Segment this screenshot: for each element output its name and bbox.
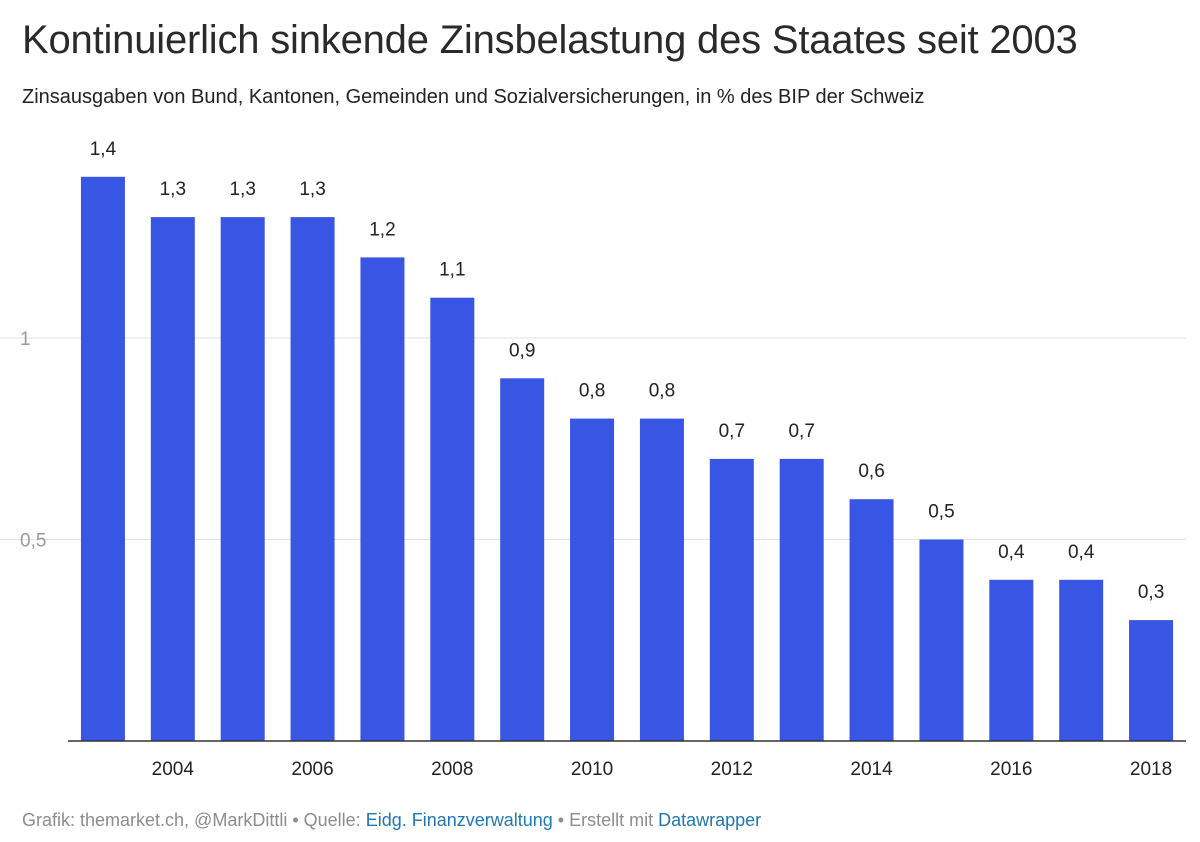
separator: • [287,810,304,830]
x-tick-label: 2016 [990,759,1032,780]
bar-2010 [570,418,615,741]
y-tick-label: 1 [20,329,31,350]
source-label: Quelle: [303,810,366,830]
bar-2009 [500,378,545,741]
bar-2013 [779,458,824,741]
bar-2014 [849,499,894,741]
bar-2003 [80,176,125,742]
value-label: 1,2 [369,219,395,240]
x-tick-label: 2012 [711,759,753,780]
separator: • [552,810,570,830]
datawrapper-link[interactable]: Datawrapper [658,810,762,830]
bar-2011 [639,418,684,741]
value-label: 0,5 [928,502,954,523]
value-label: 1,1 [439,260,465,281]
bar-2017 [1059,579,1104,741]
bar-2004 [150,217,195,742]
bar-2012 [709,458,754,741]
bar-2015 [919,539,964,741]
x-tick-label: 2008 [431,759,473,780]
bar-2018 [1129,620,1174,741]
y-tick-label: 0,5 [20,531,46,552]
chart-title: Kontinuierlich sinkende Zinsbelastung de… [22,18,1078,62]
value-label: 0,9 [509,340,535,361]
value-label: 0,6 [858,461,884,482]
value-label: 1,3 [160,179,186,200]
credit-text: Grafik: themarket.ch, @MarkDittli [22,810,288,830]
chart-subtitle: Zinsausgaben von Bund, Kantonen, Gemeind… [22,86,925,108]
bar-2008 [430,297,475,741]
value-label: 1,3 [229,179,255,200]
value-label: 0,7 [788,421,814,442]
bar-2006 [290,217,335,742]
bar-2007 [360,257,405,741]
value-label: 0,8 [579,381,605,402]
value-label: 1,3 [299,179,325,200]
value-label: 0,7 [719,421,745,442]
source-link[interactable]: Eidg. Finanzverwaltung [365,810,553,830]
x-tick-label: 2018 [1130,759,1172,780]
bar-2005 [220,217,265,742]
value-label: 1,4 [90,139,117,160]
value-label: 0,3 [1138,582,1164,603]
value-label: 0,4 [1068,542,1095,563]
footer: Grafik: themarket.ch, @MarkDittli • Quel… [22,810,761,831]
x-tick-label: 2006 [291,759,333,780]
x-tick-label: 2014 [850,759,893,780]
value-label: 0,8 [649,381,675,402]
made-with-label: Erstellt mit [569,810,659,830]
x-tick-label: 2010 [571,759,613,780]
value-label: 0,4 [998,542,1025,563]
x-tick-label: 2004 [152,759,195,780]
bar-2016 [989,579,1034,741]
